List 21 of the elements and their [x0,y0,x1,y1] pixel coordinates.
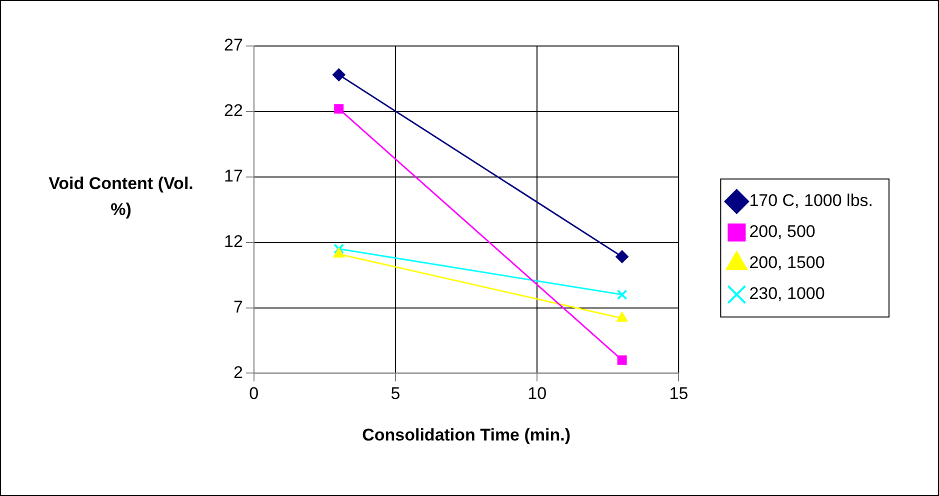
y-tick-label: 12 [224,232,243,252]
x-axis-title: Consolidation Time (min.) [362,425,571,444]
y-tick-label: 7 [233,297,243,316]
x-tick-label: 10 [528,384,547,404]
legend-label: 200, 500 [749,222,816,242]
x-tick-label: 15 [669,384,688,404]
x-tick-label: 0 [249,384,259,404]
legend-label: 230, 1000 [749,284,825,304]
legend-label: 170 C, 1000 lbs. [749,191,874,210]
x-tick-label: 5 [390,384,400,404]
point [334,104,344,114]
y-tick-label: 17 [224,166,243,186]
y-tick-label: 22 [224,101,243,120]
y-tick-label: 27 [224,36,243,55]
point [617,355,627,365]
point [616,289,628,300]
y-axis-title: Void Content (Vol. %) [48,173,194,221]
legend-label: 200, 1500 [749,253,825,272]
y-tick-label: 2 [233,362,243,382]
point [332,68,346,82]
point [616,250,629,264]
